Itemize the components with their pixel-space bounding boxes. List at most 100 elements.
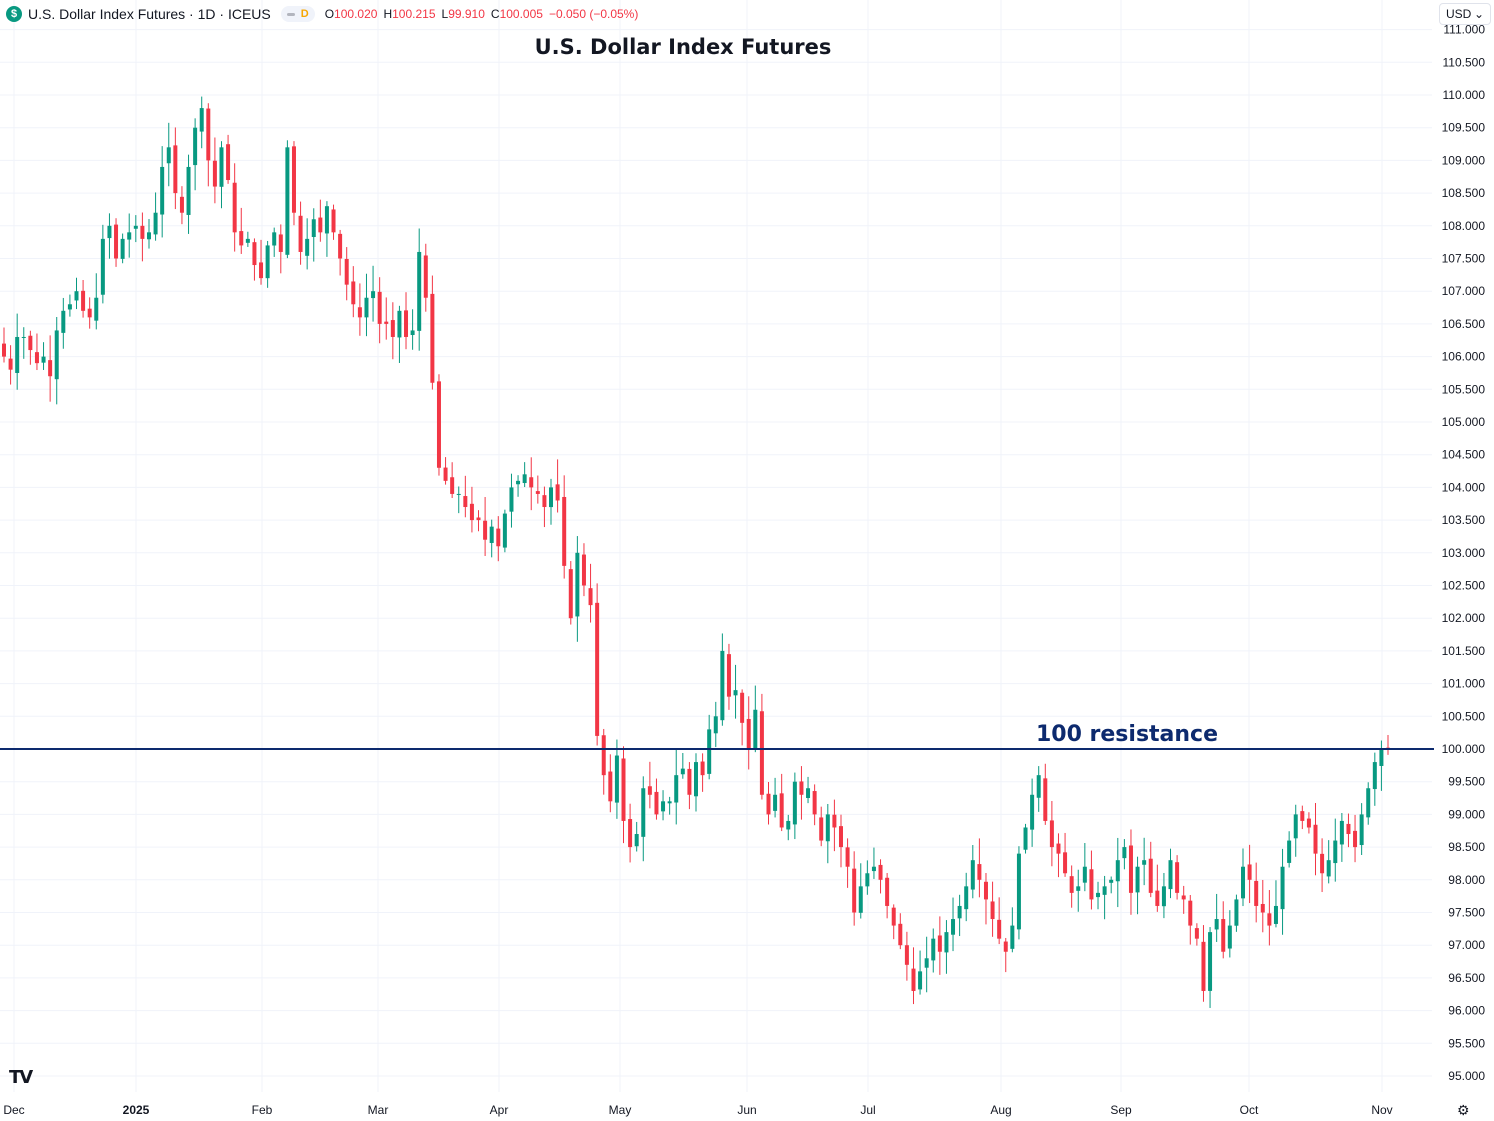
price-tick-label: 105.500	[1442, 382, 1486, 396]
candle-body	[516, 480, 521, 485]
candle-body	[1359, 814, 1364, 846]
candle-body	[779, 793, 784, 828]
price-tick-label: 101.500	[1442, 644, 1486, 658]
candle-body	[436, 381, 441, 468]
interval-letter: D	[300, 8, 309, 20]
candle-body	[34, 352, 39, 364]
candle-body	[601, 735, 606, 776]
chart-title: U.S. Dollar Index Futures	[535, 35, 832, 59]
candle-body	[1300, 811, 1305, 821]
candle-body	[1010, 925, 1015, 949]
candle-body	[1168, 860, 1173, 890]
settings-icon[interactable]: ⚙	[1457, 1102, 1470, 1118]
candle-body	[957, 905, 962, 919]
candle-body	[799, 781, 804, 795]
candle-body	[397, 310, 402, 338]
candle-body	[575, 552, 580, 617]
price-tick-label: 109.000	[1442, 153, 1486, 167]
candle-body	[1089, 869, 1094, 900]
candle-body	[357, 307, 362, 318]
candle-body	[239, 231, 244, 246]
candle-body	[1109, 879, 1114, 883]
candle-body	[937, 935, 942, 952]
candle-body	[812, 791, 817, 815]
candle-body	[1379, 749, 1384, 766]
price-tick-label: 110.000	[1443, 88, 1486, 102]
price-tick-label: 106.500	[1442, 317, 1486, 331]
candle-body	[318, 217, 323, 233]
price-axis[interactable]: 95.000 95.500 96.000 96.500 97.000 97.500 98.0…	[1442, 23, 1486, 1083]
tradingview-logo[interactable]: TV	[9, 1067, 33, 1088]
candle-body	[107, 225, 112, 239]
price-tick-label: 95.000	[1448, 1069, 1485, 1083]
candle-body	[1148, 858, 1153, 893]
candle-body	[153, 212, 158, 235]
price-tick-label: 108.500	[1442, 186, 1486, 200]
candle-body	[621, 758, 626, 821]
candle-body	[1326, 860, 1331, 877]
candle-body	[1306, 818, 1311, 828]
symbol-title[interactable]: U.S. Dollar Index Futures · 1D · ICEUS	[28, 6, 271, 22]
candle-body	[832, 814, 837, 828]
candle-body	[766, 793, 771, 815]
candle-body	[1201, 941, 1206, 991]
candle-body	[562, 496, 567, 566]
currency-select[interactable]: USD ⌄	[1439, 3, 1491, 25]
candle-body	[430, 293, 435, 383]
price-tick-label: 107.000	[1442, 284, 1486, 298]
time-tick-label: Feb	[252, 1103, 273, 1117]
candle-body	[1128, 845, 1133, 893]
candle-body	[634, 834, 639, 847]
candle-body	[1346, 823, 1351, 835]
candle-body	[2, 343, 6, 357]
candle-body	[338, 233, 343, 259]
candle-body	[924, 958, 929, 968]
candle-body	[1333, 840, 1338, 864]
candle-body	[1082, 866, 1087, 883]
time-tick-label: Oct	[1240, 1103, 1259, 1117]
candle-body	[595, 602, 600, 736]
dollar-icon[interactable]: $	[6, 6, 22, 22]
interval-badge[interactable]: D	[280, 6, 315, 22]
candle-body	[700, 761, 705, 776]
candle-body	[911, 968, 916, 991]
candle-body	[977, 864, 982, 880]
candle-body	[819, 817, 824, 841]
candle-body	[1221, 919, 1226, 952]
candle-body	[390, 320, 395, 337]
candle-body	[1287, 840, 1292, 863]
candle-body	[707, 729, 712, 774]
price-tick-label: 101.000	[1442, 677, 1486, 691]
time-axis[interactable]: Dec 2025 Feb Mar Apr May Jun Jul Aug Sep Oct Nov	[3, 1103, 1392, 1117]
time-tick-label: Jul	[860, 1103, 875, 1117]
candle-body	[278, 234, 283, 252]
candle-body	[1293, 814, 1298, 839]
candle-body	[245, 238, 250, 243]
candle-body	[410, 330, 415, 336]
candle-body	[483, 520, 488, 540]
candle-body	[1214, 919, 1219, 930]
time-tick-label: Dec	[3, 1103, 24, 1117]
candle-body	[469, 503, 474, 521]
candle-body	[654, 791, 659, 815]
price-tick-label: 99.000	[1448, 807, 1485, 821]
price-tick-label: 106.000	[1442, 350, 1486, 364]
candle-body	[67, 304, 72, 310]
candle-body	[21, 336, 26, 338]
price-tick-label: 100.000	[1442, 742, 1486, 756]
candle-body	[1260, 903, 1265, 913]
time-tick-label: May	[609, 1103, 632, 1117]
price-tick-label: 105.000	[1442, 415, 1486, 429]
candle-body	[371, 291, 376, 299]
candle-body	[1076, 886, 1081, 891]
candle-body	[61, 310, 66, 333]
candle-body	[173, 145, 178, 194]
candle-body	[1181, 895, 1186, 900]
price-tick-label: 97.500	[1448, 906, 1485, 920]
candle-body	[1036, 775, 1041, 798]
candle-body	[1122, 847, 1127, 859]
candle-body	[1115, 860, 1120, 882]
price-tick-label: 96.500	[1448, 971, 1485, 985]
close-value: C100.005	[490, 7, 543, 21]
